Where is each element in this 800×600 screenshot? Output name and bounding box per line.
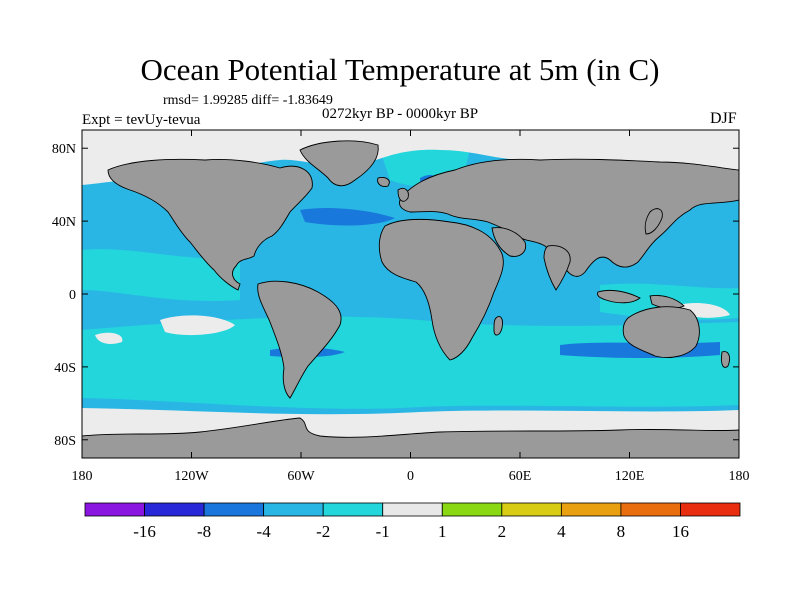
land-antarctica	[82, 417, 739, 458]
southern-ocean-band	[82, 316, 739, 409]
stats-text: rmsd= 1.99285 diff= -1.83649	[163, 93, 333, 108]
colorbar-box	[382, 502, 443, 517]
colorbar-box	[560, 502, 622, 517]
lat-tick-label: 80S	[54, 434, 76, 449]
land-british-isles	[397, 187, 409, 202]
lon-tick-label: 180	[729, 469, 750, 484]
map-field	[82, 130, 739, 458]
land-greenland	[299, 140, 379, 187]
colorbar-label: -4	[257, 522, 272, 541]
colorbar-box	[322, 502, 384, 517]
near-zero-patch	[95, 332, 123, 344]
lat-tick-label: 40N	[52, 215, 76, 230]
land-arabia	[491, 227, 527, 257]
season-label: DJF	[710, 110, 737, 127]
lon-tick-label: 0	[407, 469, 414, 484]
lat-tick-label: 40S	[54, 361, 76, 376]
colorbar-label: 1	[438, 522, 447, 541]
map-title: Ocean Potential Temperature at 5m (in C)	[140, 52, 660, 87]
land-eurasia	[399, 158, 739, 277]
land-north-america	[107, 158, 313, 291]
colorbar-box	[441, 502, 503, 517]
colorbar-label: -16	[133, 522, 156, 541]
land-africa	[378, 218, 504, 361]
colorbar-box	[84, 502, 145, 517]
land-maritime-se-asia	[649, 295, 685, 309]
colorbar-label: -1	[376, 522, 390, 541]
land-maritime-se-asia	[597, 289, 641, 304]
land	[82, 140, 739, 458]
lon-tick-label: 60W	[287, 469, 315, 484]
lat-tick-label: 80N	[52, 142, 76, 157]
land-india	[543, 245, 571, 291]
colorbar: -16 -8 -4 -2 -1 1 2 4 8 16	[84, 502, 741, 541]
colorbar-label: -2	[316, 522, 330, 541]
colorbar-box	[620, 502, 681, 517]
period-label: 0272kyr BP - 0000kyr BP	[322, 106, 479, 122]
land-madagascar	[493, 316, 503, 336]
land-south-america	[257, 280, 342, 399]
ocean-anomaly-patch	[300, 207, 395, 226]
arctic-near-zero	[82, 130, 739, 190]
lon-tick-label: 120W	[174, 469, 209, 484]
land-new-zealand	[721, 351, 731, 368]
colorbar-box	[144, 502, 205, 517]
land-australia	[622, 306, 700, 358]
land-japan	[644, 208, 663, 235]
colorbar-label: 8	[617, 522, 626, 541]
lon-tick-label: 60E	[509, 469, 532, 484]
lon-tick-label: 120E	[615, 469, 645, 484]
colorbar-box	[263, 502, 324, 517]
near-zero-patch	[160, 315, 235, 336]
land-iceland	[377, 177, 390, 187]
lon-tick-label: 180	[72, 469, 93, 484]
colorbar-label: 4	[557, 522, 566, 541]
experiment-label: Expt = tevUy-tevua	[82, 112, 201, 128]
colorbar-box	[501, 502, 562, 517]
lat-tick-label: 0	[69, 288, 76, 303]
colorbar-label: -8	[197, 522, 211, 541]
colorbar-label: 16	[672, 522, 689, 541]
colorbar-box	[680, 502, 741, 517]
colorbar-label: 2	[498, 522, 507, 541]
ocean-patch	[82, 249, 240, 302]
colorbar-box	[203, 502, 265, 517]
map-axes: 180 120W 60W 0 60E 120E 180 80N 40N 0 40S 80S	[52, 130, 750, 484]
